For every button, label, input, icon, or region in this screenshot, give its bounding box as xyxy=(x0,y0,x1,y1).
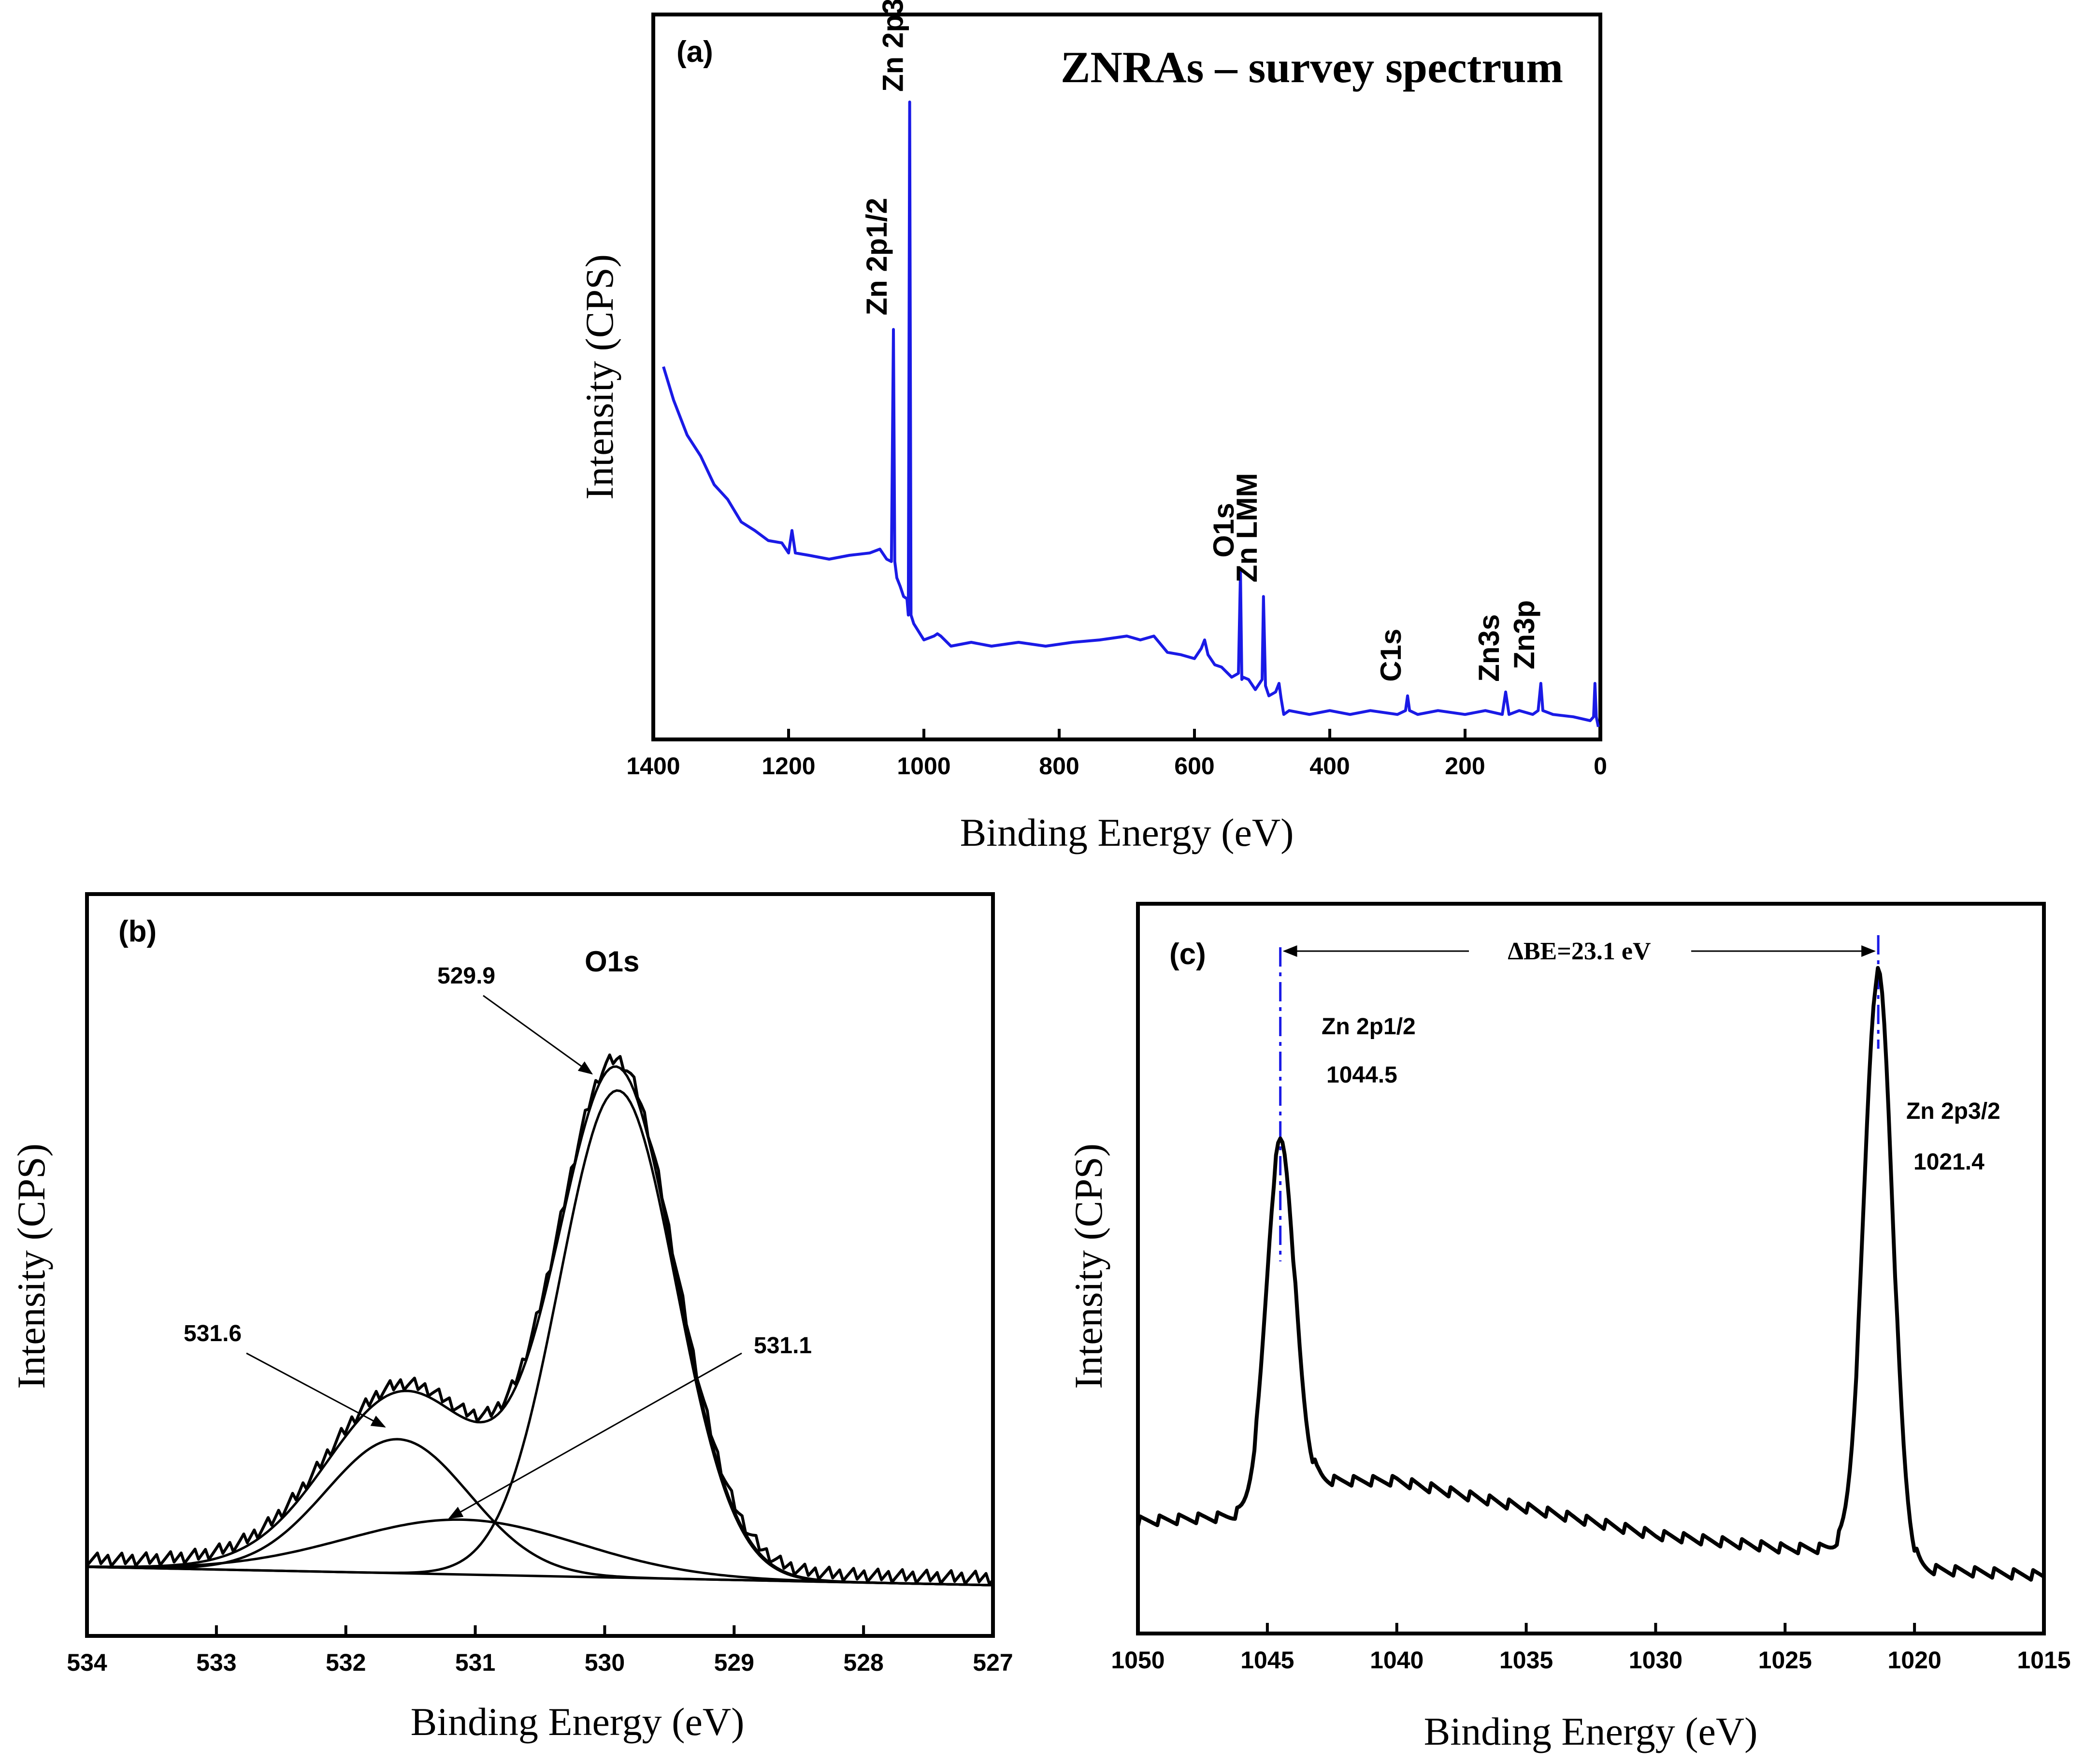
panel-a: (a) ZNRAs – survey spectrum 1400 1200 1000… xyxy=(577,0,1607,854)
panel-c-series-line xyxy=(1136,966,2045,1582)
panel-a-peak-label: Zn3p xyxy=(1508,600,1540,669)
panel-c-tick-label: 1050 xyxy=(1111,1647,1165,1674)
panel-a-tick-label: 0 xyxy=(1594,752,1607,780)
panel-b-annotation-arrow xyxy=(483,995,593,1075)
panel-a-tick-label: 200 xyxy=(1445,752,1485,780)
panel-b-tick-label: 530 xyxy=(585,1649,625,1676)
panel-b-annotation-label: 529.9 xyxy=(437,963,495,989)
panel-b-x-axis-title: Binding Energy (eV) xyxy=(411,1700,745,1744)
panel-b-annotation-arrow xyxy=(246,1352,386,1428)
panel-b-tick-label: 533 xyxy=(196,1649,236,1676)
panel-a-tick-label: 800 xyxy=(1039,752,1079,780)
panel-c-x-axis-title: Binding Energy (eV) xyxy=(1424,1709,1758,1753)
panel-c-tick-label: 1015 xyxy=(2017,1647,2071,1674)
panel-a-x-axis-title: Binding Energy (eV) xyxy=(960,810,1294,854)
panel-b-curves xyxy=(86,1053,994,1587)
panel-b-tick-label: 527 xyxy=(973,1649,1013,1676)
panel-a-tick-label: 600 xyxy=(1174,752,1214,780)
panel-c-peak-value: 1044.5 xyxy=(1326,1062,1397,1088)
panel-b-component-curve xyxy=(86,1438,993,1587)
panel-a-peak-label: O1s xyxy=(1208,503,1240,557)
panel-c-tick-label: 1045 xyxy=(1240,1647,1294,1674)
panel-b-tick-label: 531 xyxy=(455,1649,495,1676)
panel-c: (c) 1050 1045 1040 1035 1030 1025 1020 1015 ΔBE… xyxy=(1066,902,2071,1753)
panel-b-letter: (b) xyxy=(118,915,157,948)
panel-c-tick-label: 1030 xyxy=(1629,1647,1682,1674)
panel-a-tick-label: 1400 xyxy=(626,752,680,780)
panel-b-tick-label: 528 xyxy=(843,1649,883,1676)
panel-c-tick-label: 1035 xyxy=(1499,1647,1553,1674)
panel-c-frame xyxy=(1136,902,2046,1635)
panel-b-x-ticks: 534 533 532 531 530 529 528 527 xyxy=(67,1625,1013,1676)
panel-a-peak-label: Zn LMM xyxy=(1231,473,1263,583)
panel-c-y-axis-title: Intensity (CPS) xyxy=(1066,1143,1110,1389)
panel-b-annotation-arrow xyxy=(448,1352,742,1519)
panel-c-peak-name: Zn 2p1/2 xyxy=(1322,1014,1416,1040)
panel-b-tick-label: 529 xyxy=(714,1649,754,1676)
panel-a-peak-label: C1s xyxy=(1375,629,1407,682)
panel-a-frame xyxy=(651,13,1602,741)
panel-c-tick-label: 1040 xyxy=(1370,1647,1424,1674)
panel-b-annotation-label: 531.1 xyxy=(754,1333,812,1359)
panel-a-tick-label: 1000 xyxy=(897,752,950,780)
panel-c-x-ticks: 1050 1045 1040 1035 1030 1025 1020 1015 xyxy=(1111,1623,2071,1674)
panel-c-peak-value: 1021.4 xyxy=(1913,1149,1984,1175)
panel-b: (b) O1s 534 533 532 531 530 529 528 527 529.9 53… xyxy=(9,892,1013,1744)
panel-b-raw-data-line xyxy=(86,1053,994,1586)
panel-a-tick-label: 1200 xyxy=(762,752,815,780)
panel-a-letter: (a) xyxy=(676,35,713,69)
panel-b-frame xyxy=(85,892,995,1638)
panel-a-peak-label: Zn 2p3/2 xyxy=(877,0,909,92)
panel-a-peak-label: Zn 2p1/2 xyxy=(861,198,893,315)
panel-a-peak-label: Zn3s xyxy=(1473,614,1505,682)
panel-a-tick-label: 400 xyxy=(1309,752,1350,780)
panel-a-title: ZNRAs – survey spectrum xyxy=(1061,43,1563,92)
panel-c-tick-label: 1020 xyxy=(1888,1647,1941,1674)
panel-a-y-axis-title: Intensity (CPS) xyxy=(577,254,621,500)
panel-c-tick-label: 1025 xyxy=(1758,1647,1812,1674)
panel-c-peak-name: Zn 2p3/2 xyxy=(1906,1099,2000,1124)
panel-c-peak-markers xyxy=(1279,935,1880,1261)
panel-b-y-axis-title: Intensity (CPS) xyxy=(9,1143,53,1389)
panel-b-annotations: 529.9 531.6 531.1 xyxy=(184,963,812,1519)
panel-b-tick-label: 532 xyxy=(326,1649,366,1676)
panel-b-annotation-label: 531.6 xyxy=(184,1321,242,1346)
panel-c-letter: (c) xyxy=(1169,938,1206,971)
panel-c-delta-label: ΔBE=23.1 eV xyxy=(1508,938,1651,965)
panel-b-tick-label: 534 xyxy=(67,1649,107,1676)
panel-c-annotations: ΔBE=23.1 eV Zn 2p1/2 1044.5 Zn 2p3/2 1021.4 xyxy=(1282,938,2000,1175)
panel-b-title: O1s xyxy=(585,945,639,978)
panel-a-x-ticks: 1400 1200 1000 800 600 400 200 0 xyxy=(626,729,1607,780)
panel-a-series-line xyxy=(662,101,1600,727)
